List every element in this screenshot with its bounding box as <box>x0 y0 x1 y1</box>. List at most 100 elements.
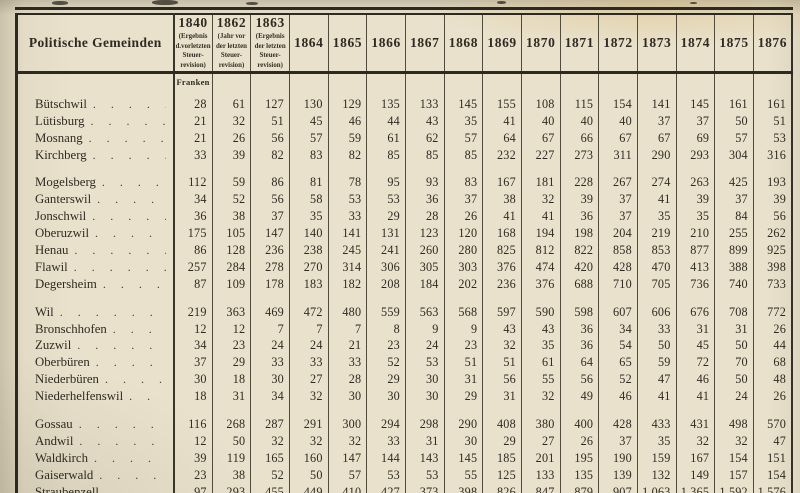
value-cell-1871: 36 <box>559 337 599 355</box>
value-cell-1868: 30 <box>443 433 483 450</box>
value-cell-1875: 32 <box>714 433 754 450</box>
municipality-cell: Bütschwil . . . . . . . . . . . . . . . .… <box>16 95 174 113</box>
value-cell-1876: 733 <box>752 275 792 293</box>
year-label: 1870 <box>526 34 556 50</box>
value-cell-1866: 53 <box>366 191 406 209</box>
spacer-cell <box>16 405 174 417</box>
value-cell-1874: 413 <box>675 258 715 276</box>
value-cell-1866: 33 <box>366 433 406 450</box>
value-cell-1865: 182 <box>327 275 367 293</box>
spacer-cell <box>288 292 329 304</box>
value-cell-1868: 303 <box>443 258 483 276</box>
unit-row-cell-1870 <box>520 72 561 96</box>
value-cell-1866: 294 <box>366 416 406 433</box>
value-cell-1873: 159 <box>636 449 677 467</box>
value-cell-1866: 241 <box>366 242 406 259</box>
value-cell-1876: 44 <box>752 337 792 355</box>
value-cell-1871: 66 <box>559 129 599 147</box>
value-cell-1871: 115 <box>559 95 599 113</box>
year-label: 1871 <box>564 34 595 50</box>
value-cell-1872: 858 <box>598 242 638 259</box>
table-head: Politische Gemeinden 1840 (Ergebnis d.vorl… <box>16 14 792 96</box>
scan-artifact <box>497 1 506 4</box>
value-cell-1866: 131 <box>366 225 406 243</box>
value-cell-1875: 255 <box>714 225 754 243</box>
value-cell-1868: 9 <box>443 320 483 338</box>
dot-leader: . . . . . . . . . . . . . . . . . . . . … <box>92 147 166 162</box>
spacer-cell <box>598 292 638 304</box>
value-cell-1867: 133 <box>404 95 445 113</box>
spacer-cell <box>520 405 561 417</box>
spacer-cell <box>404 163 445 175</box>
value-cell-1862: 61 <box>211 95 251 113</box>
table-row: Bronschhofen . . . . . . . . . . . . . . … <box>16 320 792 338</box>
table-row: Andwil . . . . . . . . . . . . . . . . . … <box>16 433 792 450</box>
value-cell-1866: 559 <box>366 303 406 321</box>
column-header-1874: 1874 <box>675 14 715 75</box>
value-cell-1840: 30 <box>172 371 213 389</box>
group-spacer-row <box>16 405 792 417</box>
scan-artifact <box>152 0 178 5</box>
value-cell-1862: 31 <box>211 388 251 406</box>
value-cell-1870: 32 <box>520 388 561 406</box>
steuerrevision-note: (Ergebnis der letzten Steuer- revision) <box>254 32 286 69</box>
value-cell-1874: 167 <box>675 449 715 467</box>
value-cell-1869: 408 <box>482 416 522 433</box>
spacer-cell <box>482 163 522 175</box>
value-cell-1869: 51 <box>482 354 522 372</box>
municipality-cell: Lütisburg . . . . . . . . . . . . . . . .… <box>16 112 174 130</box>
value-cell-1876: 51 <box>752 112 792 130</box>
spacer-cell <box>288 163 329 175</box>
municipality-cell: Straubenzell . . . . . . . . . . . . . . … <box>16 483 174 493</box>
value-cell-1869: 232 <box>482 146 522 164</box>
value-cell-1865: 28 <box>327 371 367 389</box>
value-cell-1875: 31 <box>714 320 754 338</box>
value-cell-1866: 53 <box>366 466 406 484</box>
value-cell-1876: 48 <box>752 371 792 389</box>
value-cell-1874: 1,365 <box>675 483 715 493</box>
value-cell-1875: 154 <box>714 449 754 467</box>
value-cell-1862: 26 <box>211 129 251 147</box>
value-cell-1867: 305 <box>404 258 445 276</box>
value-cell-1872: 46 <box>598 388 638 406</box>
value-cell-1840: 86 <box>172 242 213 259</box>
municipality-name: Gossau <box>35 417 73 432</box>
value-cell-1872: 34 <box>598 320 638 338</box>
value-cell-1862: 59 <box>211 174 251 192</box>
municipality-cell: Ganterswil . . . . . . . . . . . . . . . … <box>16 191 174 209</box>
year-label: 1868 <box>448 34 479 50</box>
column-header-1863: 1863 (Ergebnis der letzten Steuer- revisi… <box>250 14 290 75</box>
municipality-name: Gaiserwald <box>35 467 94 482</box>
value-cell-1875: 740 <box>714 275 754 293</box>
value-cell-1869: 185 <box>482 449 522 467</box>
value-cell-1863: 287 <box>250 416 290 433</box>
value-cell-1871: 64 <box>559 354 599 372</box>
table-row: Ganterswil . . . . . . . . . . . . . . . … <box>16 191 792 209</box>
value-cell-1868: 120 <box>443 225 483 243</box>
value-cell-1871: 135 <box>559 466 599 484</box>
value-cell-1840: 175 <box>172 225 213 243</box>
municipality-cell: Oberbüren . . . . . . . . . . . . . . . .… <box>16 354 174 372</box>
value-cell-1874: 149 <box>675 466 715 484</box>
value-cell-1873: 33 <box>636 320 677 338</box>
value-cell-1869: 167 <box>482 174 522 192</box>
value-cell-1866: 61 <box>366 129 406 147</box>
municipality-name: Jonschwil <box>35 209 87 224</box>
value-cell-1870: 61 <box>520 354 561 372</box>
value-cell-1862: 109 <box>211 275 251 293</box>
value-cell-1871: 56 <box>559 371 599 389</box>
value-cell-1876: 398 <box>752 258 792 276</box>
value-cell-1863: 165 <box>250 449 290 467</box>
municipality-cell: Niederhelfenswil . . . . . . . . . . . . … <box>16 388 174 406</box>
unit-row-cell-1876 <box>752 72 792 96</box>
value-cell-1864: 58 <box>288 191 329 209</box>
dot-leader: . . . . . . . . . . . . . . . . . . . . … <box>93 450 166 465</box>
value-cell-1869: 168 <box>482 225 522 243</box>
value-cell-1872: 139 <box>598 466 638 484</box>
value-cell-1864: 57 <box>288 129 329 147</box>
year-label: 1867 <box>410 34 440 50</box>
value-cell-1863: 82 <box>250 146 290 164</box>
value-cell-1876: 316 <box>752 146 792 164</box>
unit-row-cell-1875 <box>714 72 754 96</box>
